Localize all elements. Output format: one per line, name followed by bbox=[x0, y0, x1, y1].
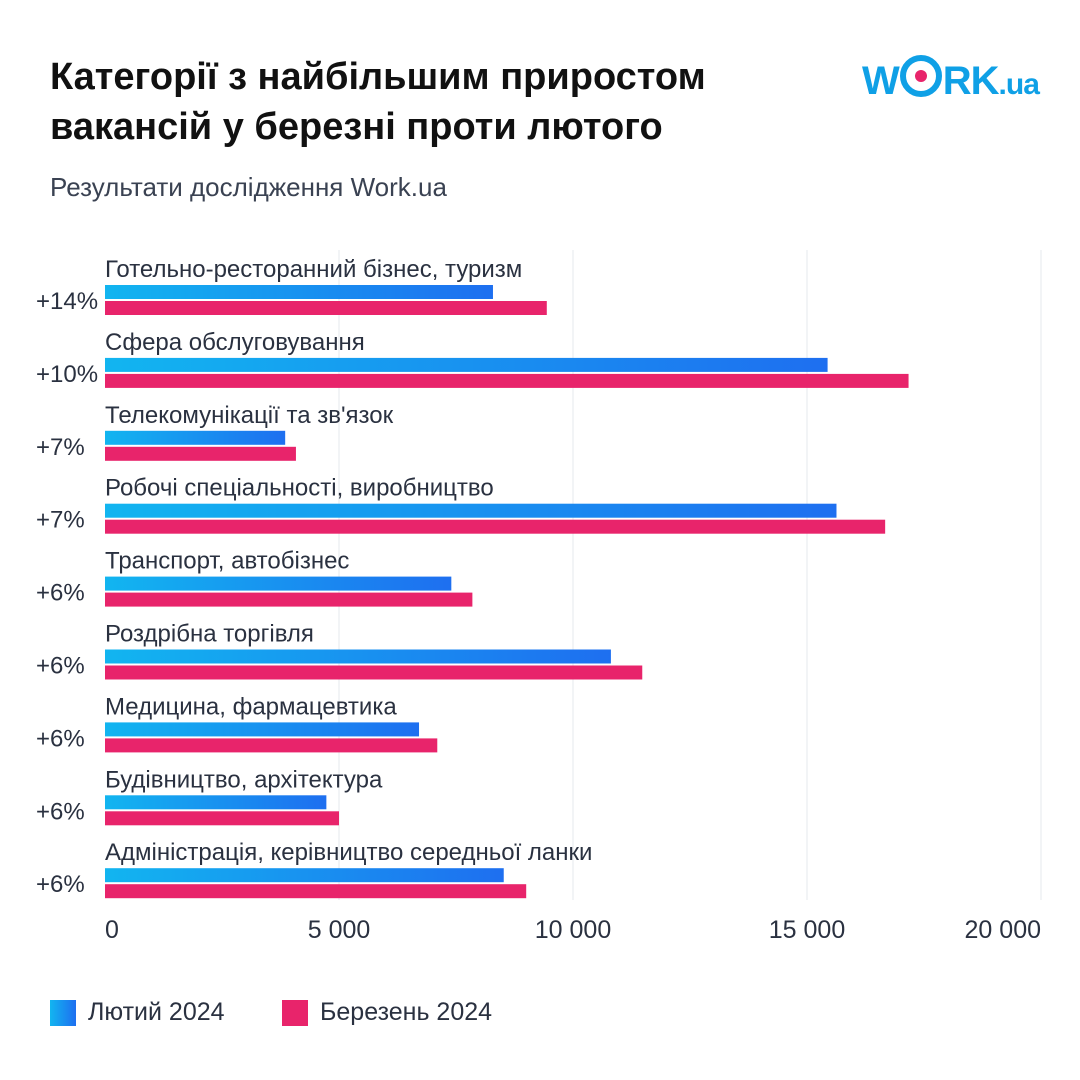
page-title: Категорії з найбільшим приростом вакансі… bbox=[50, 56, 706, 148]
growth-label: +10% bbox=[36, 361, 98, 388]
growth-label: +6% bbox=[36, 871, 85, 898]
category-label: Робочі спеціальності, виробництво bbox=[105, 475, 494, 502]
legend-label-feb: Лютий 2024 bbox=[88, 998, 225, 1026]
x-tick-label: 15 000 bbox=[769, 916, 845, 944]
category-label: Медицина, фармацевтика bbox=[105, 693, 397, 720]
legend-swatch-mar bbox=[282, 999, 308, 1026]
bar-mar bbox=[105, 301, 547, 315]
growth-label: +6% bbox=[36, 653, 85, 680]
bar-mar bbox=[105, 738, 438, 753]
bar-feb bbox=[105, 285, 493, 299]
legend-label-mar: Березень 2024 bbox=[320, 998, 493, 1026]
legend-item-mar: Березень 2024 bbox=[282, 998, 492, 1027]
bar-feb bbox=[105, 649, 611, 664]
subtitle: Результати дослідження Work.ua bbox=[50, 172, 447, 202]
x-tick-label: 10 000 bbox=[535, 916, 611, 944]
x-tick-label: 20 000 bbox=[965, 916, 1041, 944]
bar-mar bbox=[105, 884, 527, 899]
category-label: Транспорт, автобізнес bbox=[105, 548, 349, 575]
bar-feb bbox=[105, 357, 828, 372]
x-tick-label: 5 000 bbox=[308, 916, 371, 944]
legend-item-feb: Лютий 2024 bbox=[50, 998, 225, 1027]
bar-feb bbox=[105, 795, 327, 810]
bar-mar bbox=[105, 811, 339, 826]
bar-mar bbox=[105, 665, 643, 680]
bar-mar bbox=[105, 519, 886, 534]
growth-label: +7% bbox=[36, 507, 85, 534]
growth-label: +14% bbox=[36, 288, 98, 315]
category-label: Роздрібна торгівля bbox=[105, 621, 314, 648]
bar-feb bbox=[105, 576, 452, 591]
bar-feb bbox=[105, 503, 837, 518]
bar-feb bbox=[105, 430, 286, 445]
category-label: Готельно-ресторанний бізнес, туризм bbox=[105, 256, 522, 283]
legend-swatch-feb bbox=[50, 999, 76, 1026]
x-tick-label: 0 bbox=[105, 916, 119, 944]
bar-feb bbox=[105, 722, 420, 737]
work-ua-logo: W RK.ua bbox=[862, 55, 1040, 104]
bar-feb bbox=[105, 868, 504, 883]
bar-mar bbox=[105, 373, 909, 388]
growth-label: +6% bbox=[36, 798, 85, 825]
growth-label: +6% bbox=[36, 725, 85, 752]
growth-label: +7% bbox=[36, 434, 85, 461]
category-label: Будівництво, архітектура bbox=[105, 766, 383, 793]
category-label: Адміністрація, керівництво середньої лан… bbox=[105, 839, 592, 866]
category-label: Сфера обслуговування bbox=[105, 329, 365, 356]
bar-mar bbox=[105, 446, 296, 461]
growth-label: +6% bbox=[36, 580, 85, 607]
category-label: Телекомунікації та зв'язок bbox=[105, 402, 394, 429]
bar-mar bbox=[105, 592, 473, 607]
